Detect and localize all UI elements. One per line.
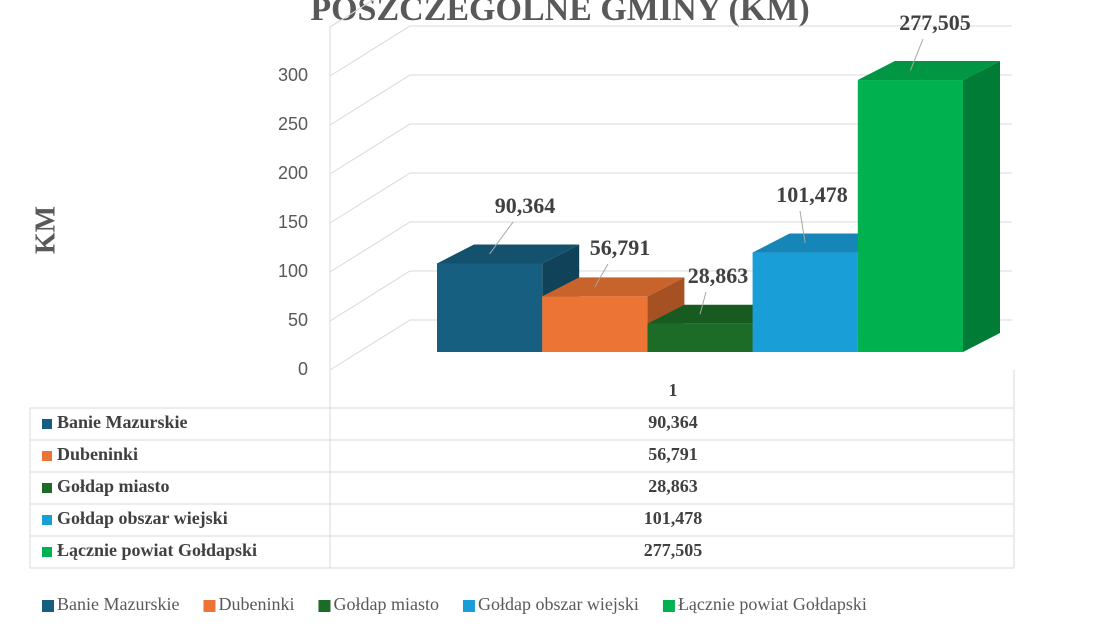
wall-top <box>329 0 375 28</box>
y-tick-label: 50 <box>288 310 308 330</box>
leader-line <box>699 291 707 315</box>
table-key <box>42 515 52 525</box>
bar-top <box>857 61 1000 81</box>
legend-key <box>42 600 54 612</box>
grid-line <box>329 172 1012 224</box>
data-label: 56,791 <box>590 235 651 260</box>
table-cell: 28,863 <box>648 476 698 496</box>
bar-front <box>647 323 753 352</box>
data-label: 90,364 <box>495 193 556 218</box>
y-tick-label: 150 <box>278 212 308 232</box>
y-tick-label: 100 <box>278 261 308 281</box>
leader-line <box>594 263 609 288</box>
bar-side <box>963 61 1000 352</box>
legend-key <box>318 600 331 612</box>
table-key <box>42 451 52 461</box>
bar-front <box>752 252 858 352</box>
table-row-label: Łącznie powiat Gołdapski <box>57 540 257 560</box>
y-tick-label: 0 <box>298 359 308 379</box>
table-cell: 90,364 <box>648 412 698 432</box>
chart-title: POSZCZEGÓLNE GMINY (KM) <box>310 0 809 28</box>
grid-line <box>329 74 1012 126</box>
leader-line <box>489 221 514 255</box>
y-tick-label: 300 <box>278 65 308 85</box>
table-header: 1 <box>669 380 678 400</box>
bar <box>857 61 1000 352</box>
leader-line <box>909 38 924 71</box>
table-cell: 277,505 <box>644 540 703 560</box>
bar-top <box>542 277 685 297</box>
bar-front <box>857 80 963 352</box>
table-row-label: Gołdap miasto <box>57 476 170 496</box>
bar-front <box>542 296 648 352</box>
table-cell: 101,478 <box>644 508 703 528</box>
bar-top <box>437 244 580 264</box>
legend-label: Gołdap obszar wiejski <box>478 594 639 614</box>
data-label: 28,863 <box>688 263 749 288</box>
y-tick-label: 200 <box>278 163 308 183</box>
legend-label: Banie Mazurskie <box>57 594 179 614</box>
grid-line <box>329 221 1012 273</box>
leader-line <box>799 210 806 244</box>
grid-line <box>329 25 1012 77</box>
table-row-label: Banie Mazurskie <box>57 412 188 432</box>
table-row-label: Dubeninki <box>57 444 138 464</box>
wall-edge <box>329 0 375 370</box>
legend-key <box>462 600 475 612</box>
y-tick-label: 250 <box>278 114 308 134</box>
bar-front <box>437 263 543 352</box>
table-key <box>42 547 52 557</box>
legend-key <box>203 600 216 612</box>
legend-label: Gołdap miasto <box>333 594 439 614</box>
grid-line <box>329 123 1012 175</box>
data-label: 277,505 <box>899 10 971 35</box>
table-key <box>42 419 52 429</box>
table-key <box>42 483 52 493</box>
legend-key <box>662 600 675 612</box>
table-row-label: Gołdap obszar wiejski <box>57 508 228 528</box>
legend-label: Łącznie powiat Gołdapski <box>678 594 867 614</box>
table-cell: 56,791 <box>648 444 698 464</box>
legend-label: Dubeninki <box>218 594 294 614</box>
data-label: 101,478 <box>776 182 848 207</box>
y-axis-label: KM <box>30 206 61 254</box>
